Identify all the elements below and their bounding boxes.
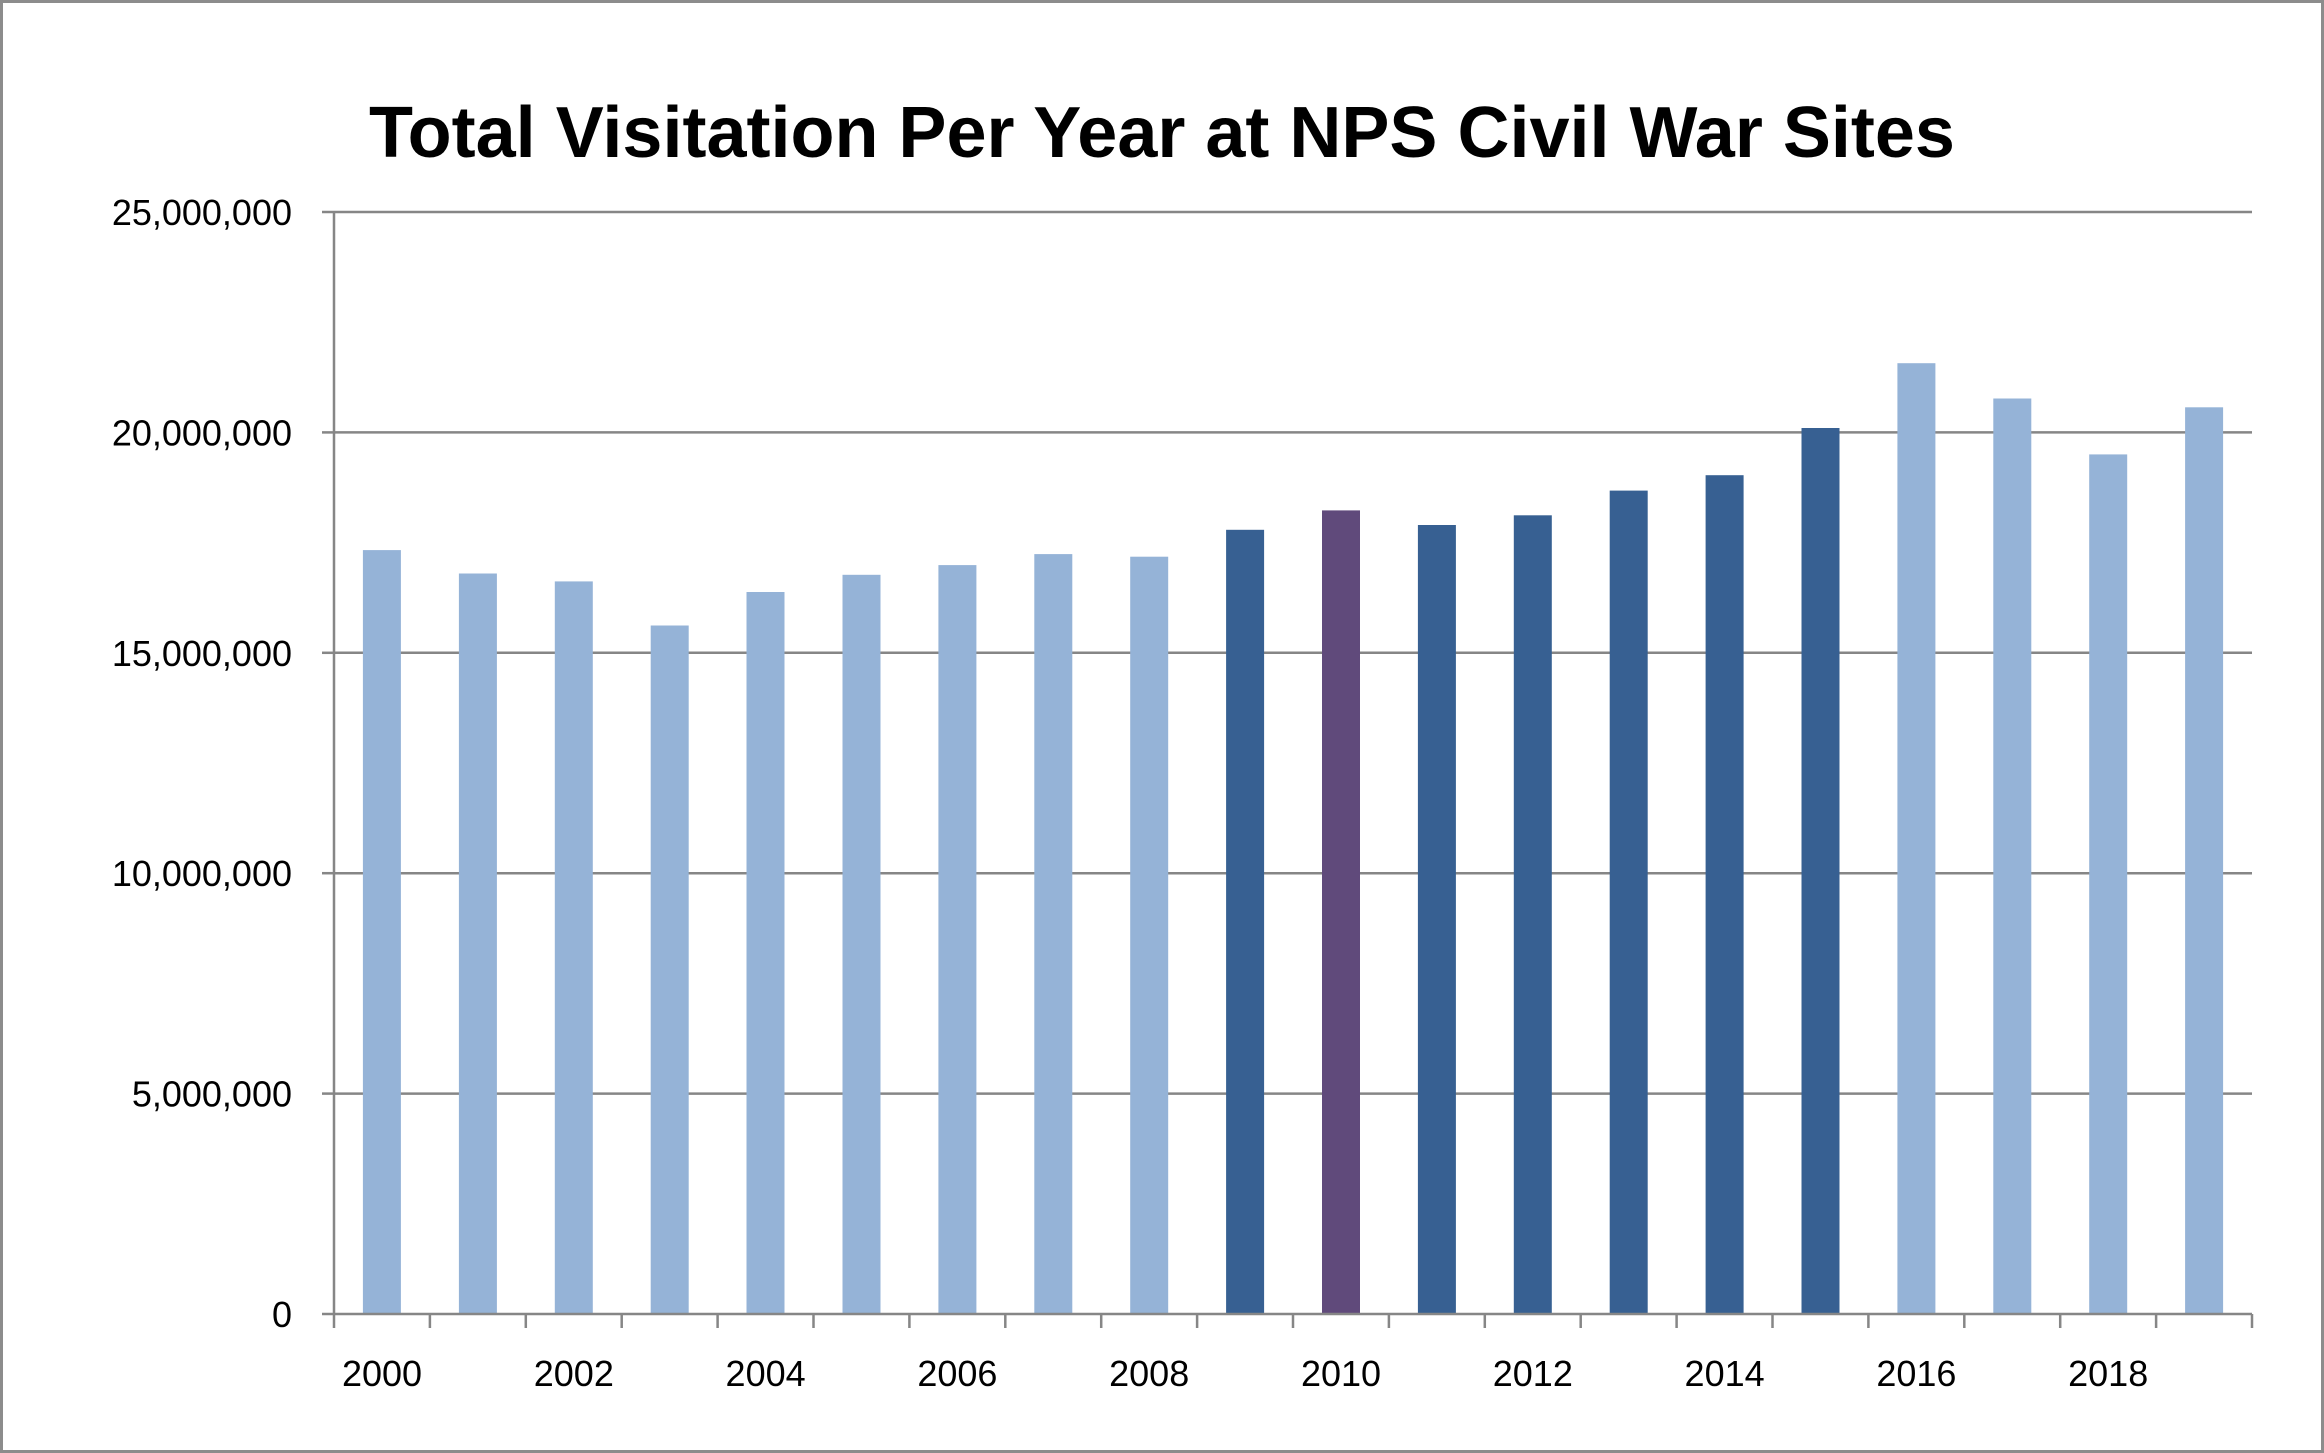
x-tick-label: 2004 bbox=[726, 1353, 806, 1394]
x-tick-label: 2006 bbox=[917, 1353, 997, 1394]
bar-2009 bbox=[1226, 529, 1265, 1314]
x-tick-label: 2016 bbox=[1876, 1353, 1956, 1394]
bar-2016 bbox=[1897, 363, 1936, 1314]
y-tick-label: 20,000,000 bbox=[112, 412, 292, 453]
bar-2014 bbox=[1705, 475, 1744, 1314]
bar-2015 bbox=[1801, 428, 1840, 1314]
axes bbox=[322, 210, 2254, 1328]
bar-2010 bbox=[1322, 510, 1360, 1314]
bar-2007 bbox=[1034, 554, 1073, 1314]
bar-2008 bbox=[1130, 556, 1169, 1314]
bar-2006 bbox=[938, 565, 977, 1314]
x-tick-label: 2010 bbox=[1301, 1353, 1381, 1394]
y-tick-label: 25,000,000 bbox=[112, 192, 292, 233]
y-tick-label: 15,000,000 bbox=[112, 633, 292, 674]
bar-2018 bbox=[2089, 454, 2128, 1314]
bar-2019 bbox=[2185, 407, 2224, 1314]
bar-2000 bbox=[362, 550, 401, 1314]
x-tick-label: 2012 bbox=[1493, 1353, 1573, 1394]
x-tick-label: 2018 bbox=[2068, 1353, 2148, 1394]
bar-2002 bbox=[554, 581, 593, 1314]
bar-2012 bbox=[1513, 515, 1552, 1314]
bar-2004 bbox=[746, 592, 785, 1314]
y-tick-label: 10,000,000 bbox=[112, 853, 292, 894]
bar-2001 bbox=[458, 573, 497, 1314]
bar-2013 bbox=[1609, 490, 1648, 1315]
x-tick-label: 2008 bbox=[1109, 1353, 1189, 1394]
bar-2003 bbox=[650, 625, 689, 1314]
x-tick-label: 2000 bbox=[342, 1353, 422, 1394]
x-tick-label: 2002 bbox=[534, 1353, 614, 1394]
bar-2005 bbox=[842, 574, 881, 1314]
y-tick-label: 5,000,000 bbox=[132, 1074, 292, 1115]
bar-2017 bbox=[1993, 398, 2032, 1314]
bar-2011 bbox=[1417, 525, 1456, 1314]
gridlines bbox=[334, 210, 2252, 1095]
x-axis-tick-labels: 2000 2002 2004 2006 2008 2010 2012 2014 2016 2018 bbox=[342, 1353, 2148, 1394]
chart-title: Total Visitation Per Year at NPS Civil W… bbox=[369, 93, 1955, 173]
y-tick-label: 0 bbox=[272, 1294, 292, 1335]
bars bbox=[362, 363, 2224, 1315]
y-axis-tick-labels: 0 5,000,000 10,000,000 15,000,000 20,000,000… bbox=[112, 192, 292, 1335]
x-tick-label: 2014 bbox=[1685, 1353, 1765, 1394]
